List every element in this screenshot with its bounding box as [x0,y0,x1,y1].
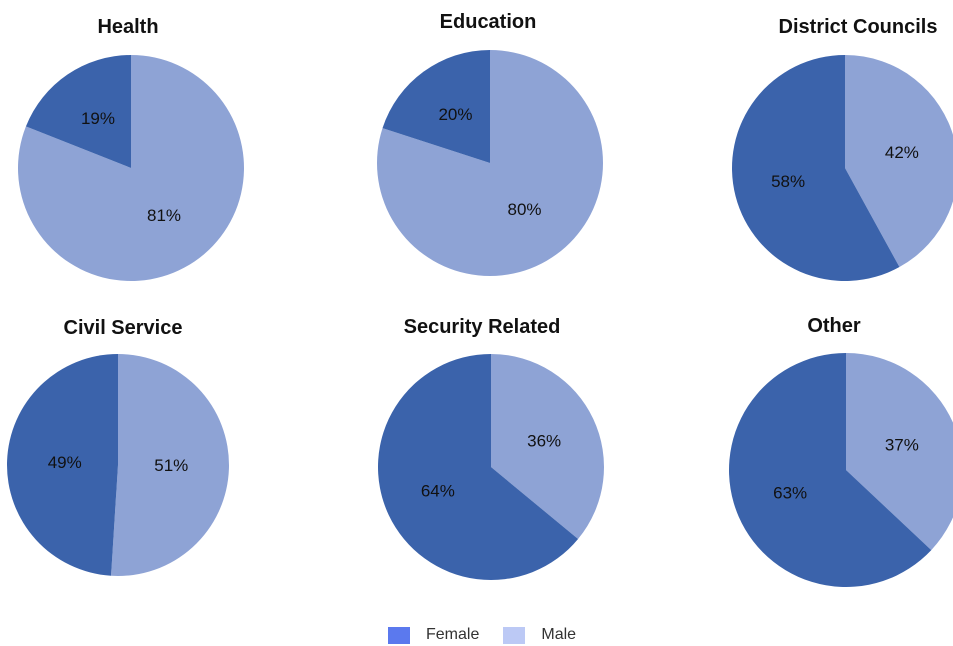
district-councils-slice-female [732,55,900,281]
district-councils-pie: 42% 58% [732,55,953,281]
legend-label-female: Female [426,626,480,643]
health-slice-female [25,55,131,168]
health-title: Health [97,16,159,38]
education-pie: 80% 20% [377,50,603,276]
district-councils-title: District Councils [778,16,938,38]
other-label-male: 37% [885,435,919,454]
security-related-slice-female [377,354,579,580]
legend-swatch-male [503,626,526,644]
legend-item-male: Male [503,626,576,644]
education-label-female: 20% [438,105,472,124]
legend-swatch-female [388,626,410,644]
civil-service-pie: 51% 49% [7,354,230,576]
education-label-male: 80% [508,200,542,219]
district-councils-label-female: 58% [771,172,805,191]
other-title: Other [807,315,861,337]
district-councils-slice-male [845,55,953,268]
legend: Female Male [388,624,600,646]
health-pie: 81% 19% [18,55,244,281]
legend-item-female: Female [388,626,479,644]
pie-chart-grid: Health 81% 19% Education 80% 20% District Coun… [7,11,953,587]
district-councils-label-male: 42% [885,143,919,162]
education-title: Education [439,11,537,33]
health-label-female: 19% [81,109,115,128]
security-related-pie: 36% 64% [377,354,604,580]
civil-service-title: Civil Service [63,317,183,339]
security-related-label-male: 36% [527,431,561,450]
other-label-female: 63% [773,484,807,503]
health-label-male: 81% [147,206,181,225]
civil-service-slice-male [111,354,230,576]
civil-service-label-female: 49% [48,453,82,472]
civil-service-slice-female [7,354,119,576]
civil-service-label-male: 51% [154,456,188,475]
education-slice-female [382,50,490,163]
legend-label-male: Male [541,626,577,643]
security-related-title: Security Related [403,316,561,338]
other-slice-female [729,353,932,587]
security-related-label-female: 64% [421,482,455,501]
other-slice-male [846,353,953,551]
other-pie: 37% 63% [729,353,953,587]
security-related-slice-male [491,354,604,540]
